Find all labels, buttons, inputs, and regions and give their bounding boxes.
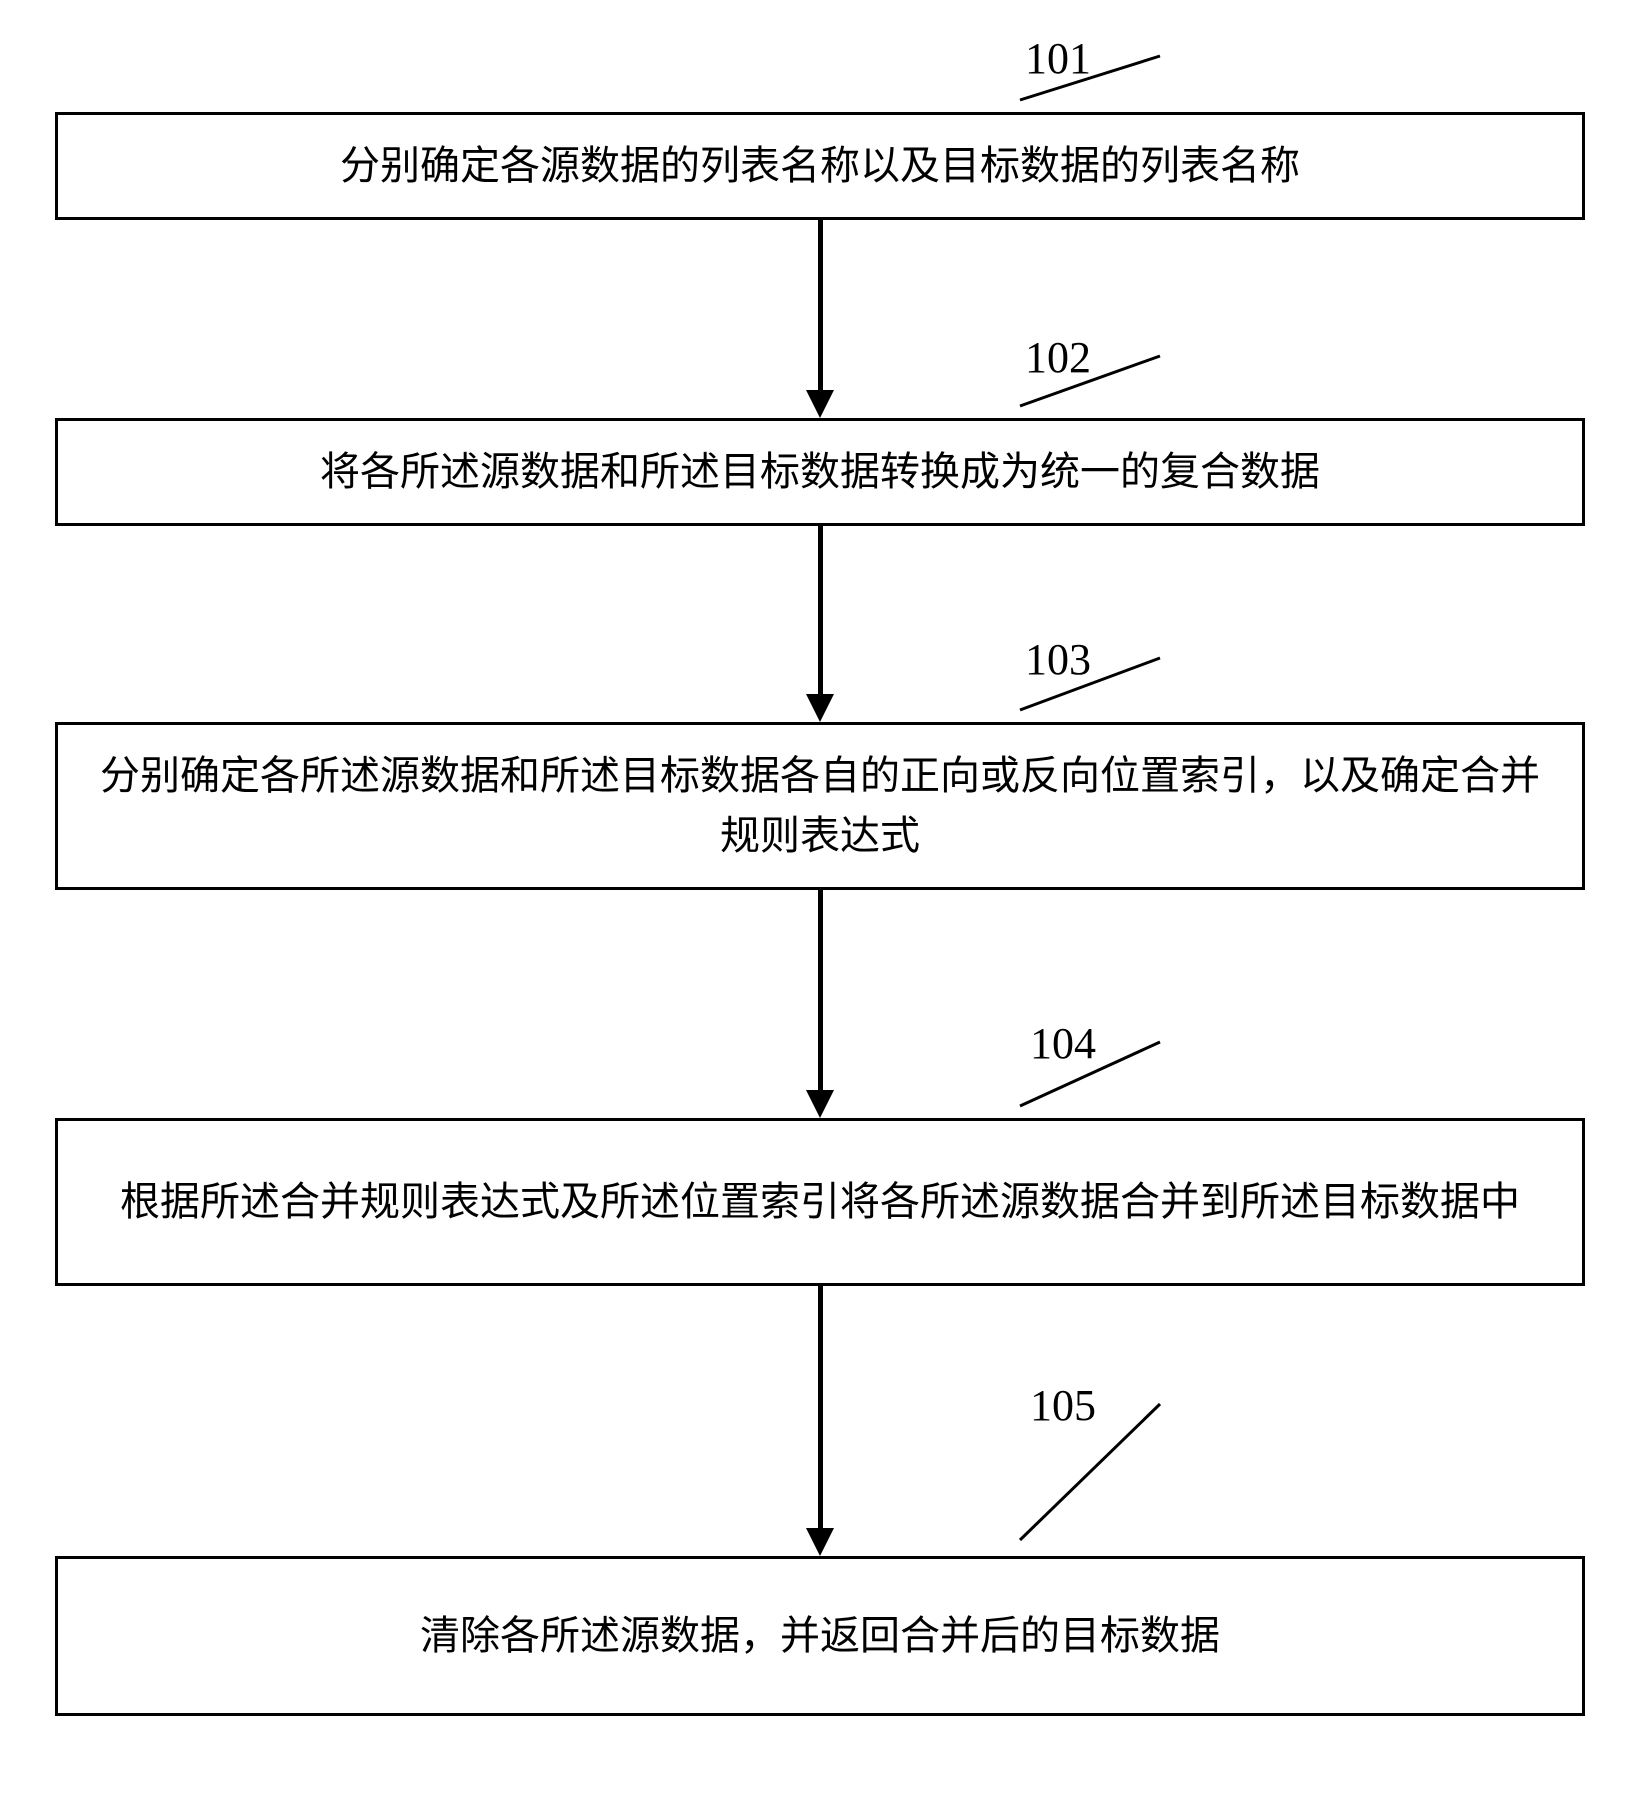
- flowchart-node-105: 清除各所述源数据，并返回合并后的目标数据: [55, 1556, 1585, 1716]
- step-label-103: 103: [1025, 634, 1091, 685]
- node-text-104: 根据所述合并规则表达式及所述位置索引将各所述源数据合并到所述目标数据中: [120, 1172, 1520, 1232]
- flowchart-container: 101 分别确定各源数据的列表名称以及目标数据的列表名称 102 将各所述源数据…: [0, 0, 1634, 1811]
- arrow-head-102-103: [806, 694, 834, 722]
- flowchart-node-102: 将各所述源数据和所述目标数据转换成为统一的复合数据: [55, 418, 1585, 526]
- arrow-head-104-105: [806, 1528, 834, 1556]
- node-text-105: 清除各所述源数据，并返回合并后的目标数据: [420, 1606, 1220, 1666]
- step-label-104: 104: [1030, 1018, 1096, 1069]
- step-label-105: 105: [1030, 1380, 1096, 1431]
- arrow-head-101-102: [806, 390, 834, 418]
- flowchart-node-103: 分别确定各所述源数据和所述目标数据各自的正向或反向位置索引，以及确定合并规则表达…: [55, 722, 1585, 890]
- arrow-102-103: [818, 526, 823, 694]
- step-label-101: 101: [1025, 33, 1091, 84]
- flowchart-node-101: 分别确定各源数据的列表名称以及目标数据的列表名称: [55, 112, 1585, 220]
- arrow-head-103-104: [806, 1090, 834, 1118]
- node-text-101: 分别确定各源数据的列表名称以及目标数据的列表名称: [340, 136, 1300, 196]
- arrow-104-105: [818, 1286, 823, 1528]
- step-label-102: 102: [1025, 332, 1091, 383]
- flowchart-node-104: 根据所述合并规则表达式及所述位置索引将各所述源数据合并到所述目标数据中: [55, 1118, 1585, 1286]
- arrow-103-104: [818, 890, 823, 1090]
- node-text-103: 分别确定各所述源数据和所述目标数据各自的正向或反向位置索引，以及确定合并规则表达…: [88, 746, 1552, 866]
- node-text-102: 将各所述源数据和所述目标数据转换成为统一的复合数据: [320, 442, 1320, 502]
- arrow-101-102: [818, 220, 823, 390]
